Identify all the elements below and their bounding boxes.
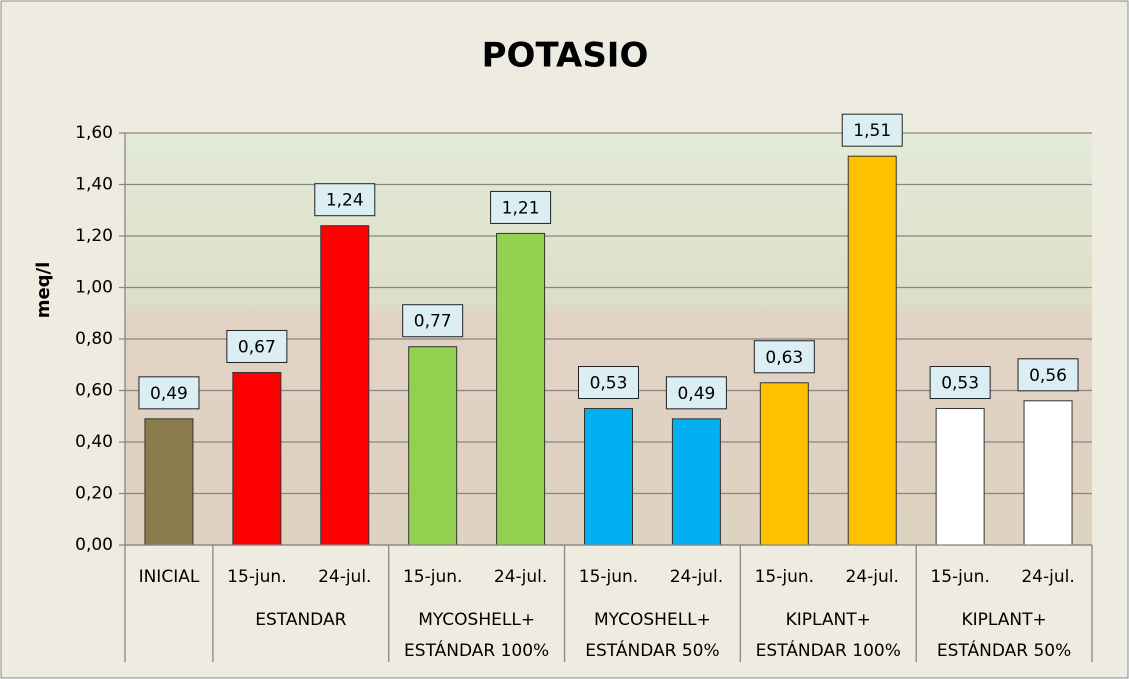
data-label: 1,51 [853,121,891,141]
group-label: ESTÁNDAR 50% [585,639,719,661]
page: POTASIO meq/l 0,00 0,20 0,40 0,60 0,80 1,00 1,… [0,0,1129,679]
y-tick-label: 1,60 [75,123,113,143]
bar [585,409,633,545]
y-tick-label: 0,00 [75,535,113,555]
group-label: ESTÁNDAR 50% [937,639,1071,661]
data-label: 0,56 [1029,366,1067,386]
bar [321,226,369,545]
group-label: MYCOSHELL+ [418,610,535,630]
y-tick-label: 0,80 [75,329,113,349]
y-tick-label: 0,20 [75,484,113,504]
chart-title: POTASIO [482,36,649,76]
bar [936,409,984,545]
x-tick-label: 15-jun. [227,567,286,587]
bar [409,347,457,545]
group-label: KIPLANT+ [961,610,1046,630]
y-tick-label: 0,60 [75,381,113,401]
x-tick-label: 24-jul. [1021,567,1074,587]
x-tick-label: 15-jun. [579,567,638,587]
x-tick-label: 15-jun. [930,567,989,587]
data-label: 0,49 [677,384,715,404]
x-tick-label: 24-jul. [670,567,723,587]
data-label: 0,49 [150,384,188,404]
group-label: ESTANDAR [255,610,346,630]
group-label: MYCOSHELL+ [594,610,711,630]
bar [672,419,720,545]
bar [233,372,281,545]
bar [848,156,896,545]
y-tick-label: 1,00 [75,278,113,298]
y-tick-label: 0,40 [75,432,113,452]
y-axis-label: meq/l [33,262,54,319]
data-label: 0,53 [590,374,628,394]
data-label: 0,63 [765,348,803,368]
data-label: 0,53 [941,374,979,394]
data-label: 1,24 [326,191,364,211]
data-label: 1,21 [502,198,540,218]
group-label: KIPLANT+ [786,610,871,630]
bar [145,419,193,545]
x-tick-label: 24-jul. [494,567,547,587]
group-label: ESTÁNDAR 100% [404,639,549,661]
chart: POTASIO meq/l 0,00 0,20 0,40 0,60 0,80 1,00 1,… [0,0,1129,679]
data-label: 0,77 [414,312,452,332]
y-tick-label: 1,20 [75,226,113,246]
group-label: ESTÁNDAR 100% [756,639,901,661]
x-tick-label: 24-jul. [318,567,371,587]
x-tick-label: 15-jun. [403,567,462,587]
x-tick-label: INICIAL [139,567,200,587]
bar [760,383,808,545]
y-tick-label: 1,40 [75,175,113,195]
bar [497,233,545,545]
data-label: 0,67 [238,337,276,357]
bar [1024,401,1072,545]
x-tick-label: 15-jun. [755,567,814,587]
x-tick-label: 24-jul. [846,567,899,587]
